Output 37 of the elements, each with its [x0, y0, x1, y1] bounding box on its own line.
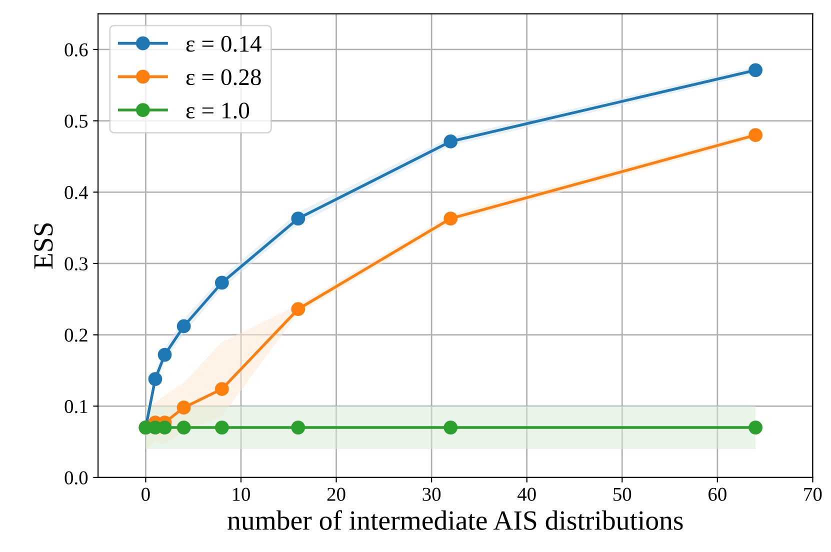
x-axis-title: number of intermediate AIS distributions — [228, 510, 683, 530]
point — [291, 302, 306, 316]
y-tick-label: 0.2 — [64, 328, 88, 342]
legend-label: ε = 1.0 — [186, 102, 250, 119]
point — [444, 212, 458, 226]
point — [176, 420, 191, 434]
point — [291, 212, 306, 226]
x-tick-label: 20 — [327, 488, 346, 501]
x-tick-label: 0 — [142, 488, 150, 501]
point — [444, 420, 458, 434]
y-tick-label: 0.0 — [64, 471, 88, 485]
x-tick-label: 60 — [708, 488, 726, 501]
point — [748, 128, 762, 142]
point — [444, 134, 458, 148]
y-tick-label: 0.6 — [64, 43, 88, 56]
point — [214, 382, 229, 396]
y-tick-label: 0.1 — [64, 400, 88, 414]
point — [176, 319, 191, 334]
x-tick-label: 10 — [232, 488, 250, 501]
legend-label: ε = 0.14 — [186, 36, 262, 52]
y-axis-title: ESS — [34, 223, 53, 269]
point — [291, 420, 306, 434]
y-tick-label: 0.4 — [64, 186, 88, 200]
y-tick-label: 0.5 — [64, 114, 88, 128]
point — [148, 372, 162, 386]
point — [748, 63, 762, 78]
point — [214, 420, 229, 434]
x-tick-label: 30 — [422, 488, 441, 501]
point — [748, 420, 762, 434]
y-tick-label: 0.3 — [64, 257, 88, 270]
point — [158, 348, 172, 362]
point — [176, 400, 191, 415]
x-tick-label: 50 — [614, 488, 632, 501]
legend-label: ε = 0.28 — [186, 69, 261, 86]
x-tick-label: 40 — [518, 488, 536, 501]
point — [214, 276, 229, 290]
x-tick-label: 70 — [804, 488, 822, 501]
